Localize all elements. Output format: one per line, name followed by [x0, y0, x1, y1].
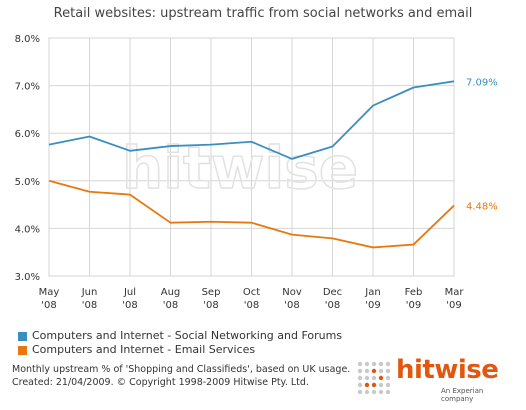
- y-tick-label: 8.0%: [15, 34, 40, 45]
- y-tick-label: 7.0%: [15, 82, 40, 93]
- x-tick-year: '08: [284, 300, 299, 311]
- x-tick-year: '09: [406, 300, 421, 311]
- series-end-label-0: 7.09%: [466, 77, 498, 88]
- logo-dots-icon: [357, 361, 391, 395]
- legend-item-email: Computers and Internet - Email Services: [18, 343, 342, 357]
- x-tick-month: Sep: [202, 287, 221, 298]
- x-tick-month: Feb: [405, 287, 423, 298]
- footnote-description: Monthly upstream % of 'Shopping and Clas…: [12, 364, 351, 375]
- y-tick-label: 6.0%: [15, 129, 40, 140]
- x-tick-year: '08: [163, 300, 178, 311]
- footnotes: Monthly upstream % of 'Shopping and Clas…: [12, 363, 352, 389]
- x-tick-month: May: [39, 287, 60, 298]
- legend-label-social: Computers and Internet - Social Networki…: [32, 329, 343, 342]
- x-tick-year: '08: [203, 300, 218, 311]
- x-tick-month: Jan: [364, 287, 380, 298]
- hitwise-logo: hitwise An Experian company: [354, 355, 514, 403]
- legend-swatch-email: [18, 345, 27, 355]
- x-tick-year: '09: [446, 300, 461, 311]
- grid-lines: [48, 37, 455, 277]
- y-tick-label: 5.0%: [15, 177, 40, 188]
- x-tick-month: Oct: [243, 287, 260, 298]
- x-tick-year: '09: [365, 300, 380, 311]
- legend-label-email: Computers and Internet - Email Services: [32, 343, 256, 356]
- series-end-label-1: 4.48%: [466, 202, 498, 213]
- x-tick-year: '08: [122, 300, 137, 311]
- x-tick-month: Dec: [323, 287, 342, 298]
- x-tick-month: Nov: [282, 287, 302, 298]
- y-tick-label: 3.0%: [15, 272, 40, 283]
- end-labels: 7.09% 4.48%: [466, 77, 498, 212]
- series-lines: [48, 80, 455, 249]
- chart-title: Retail websites: upstream traffic from s…: [53, 6, 473, 21]
- x-tick-month: Mar: [445, 287, 465, 298]
- x-axis-ticks: May '08 Jun '08 Jul '08 Aug '08 Sep '08 Oct '08 Nov '…: [39, 287, 465, 311]
- x-tick-month: Aug: [161, 287, 181, 298]
- x-tick-month: Jul: [123, 287, 136, 298]
- legend: Computers and Internet - Social Networki…: [18, 329, 342, 357]
- series-line-1: [48, 179, 455, 249]
- x-tick-year: '08: [41, 300, 56, 311]
- x-tick-year: '08: [244, 300, 259, 311]
- legend-item-social: Computers and Internet - Social Networki…: [18, 329, 342, 343]
- y-axis-ticks: 3.0% 4.0% 5.0% 6.0% 7.0% 8.0%: [15, 34, 40, 283]
- legend-swatch-social: [18, 331, 27, 341]
- logo-tagline: An Experian company: [441, 387, 484, 403]
- y-tick-label: 4.0%: [15, 224, 40, 235]
- watermark: hitwise: [122, 134, 358, 202]
- x-tick-year: '08: [325, 300, 340, 311]
- footnote-copyright: Created: 21/04/2009. © Copyright 1998-20…: [12, 377, 309, 388]
- series-line-0: [48, 80, 455, 160]
- logo-wordmark: hitwise: [396, 355, 499, 385]
- x-tick-month: Jun: [81, 287, 98, 298]
- x-tick-year: '08: [82, 300, 97, 311]
